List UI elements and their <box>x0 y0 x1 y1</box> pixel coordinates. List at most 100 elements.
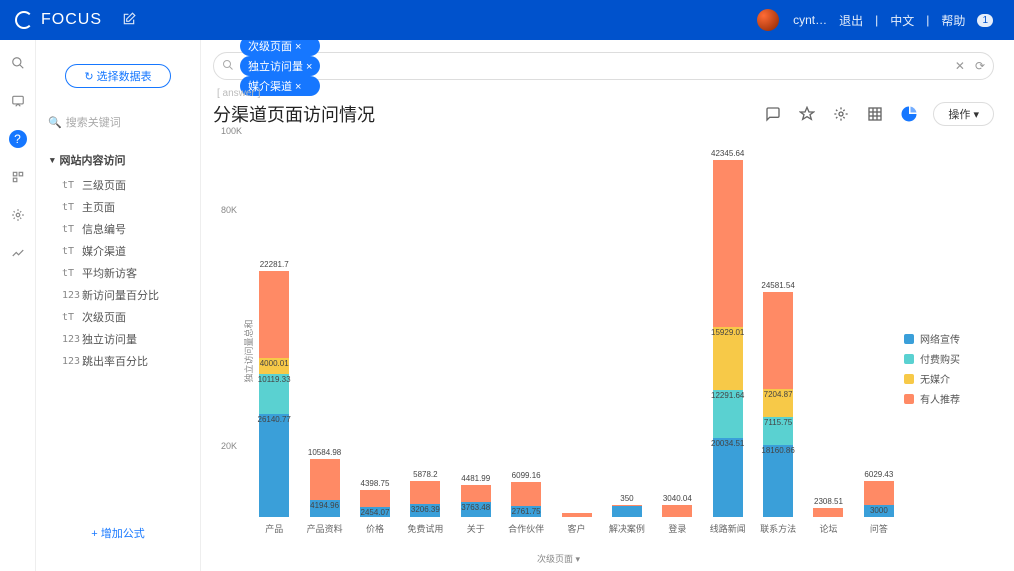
bar-segment[interactable]: 2761.75 <box>511 506 541 517</box>
avatar[interactable] <box>757 9 779 31</box>
add-formula-link[interactable]: + 增加公式 <box>91 525 144 541</box>
rail-help-icon[interactable]: ? <box>9 130 27 148</box>
logout-link[interactable]: 退出 <box>839 12 863 29</box>
bar-column[interactable]: 2454.074398.75价格 <box>350 141 400 535</box>
rail-search-icon[interactable] <box>9 54 27 72</box>
bar-segment[interactable]: 4481.99 <box>461 485 491 503</box>
bar-value-label: 6099.16 <box>512 471 541 480</box>
bar-segment[interactable]: 10119.33 <box>259 374 289 414</box>
x-category-label: 客户 <box>568 522 586 535</box>
tree-item[interactable]: tT主页面 <box>50 196 186 218</box>
tree-item[interactable]: tT三级页面 <box>50 174 186 196</box>
tree-item[interactable]: 123新访问量百分比 <box>50 284 186 306</box>
bar-value-label: 2761.75 <box>512 507 541 516</box>
bar-value-label: 22281.7 <box>260 260 289 269</box>
field-label: 独立访问量 <box>82 331 137 347</box>
bar-value-label: 7204.87 <box>764 390 793 399</box>
rail-chat-icon[interactable] <box>9 92 27 110</box>
bar-segment[interactable]: 6029.43 <box>864 481 894 505</box>
field-label: 平均新访客 <box>82 265 137 281</box>
bar-column[interactable]: 26140.7710119.334000.0122281.7产品 <box>249 141 299 535</box>
bar-column[interactable]: 350解决案例 <box>602 141 652 535</box>
legend-item[interactable]: 网络宣传 <box>904 331 994 346</box>
bar-segment[interactable]: 4000.01 <box>259 358 289 374</box>
field-label: 主页面 <box>82 199 115 215</box>
help-link[interactable]: 帮助 <box>941 12 965 29</box>
bar-segment[interactable]: 3000 <box>864 505 894 517</box>
tree-item[interactable]: 123跳出率百分比 <box>50 350 186 372</box>
rail-data-icon[interactable] <box>9 168 27 186</box>
tree-item[interactable]: tT信息编号 <box>50 218 186 240</box>
bar-value-label: 4481.99 <box>461 474 490 483</box>
bar-segment[interactable]: 350 <box>612 505 642 506</box>
x-category-label: 论坛 <box>819 522 837 535</box>
bar-segment[interactable]: 26140.77 <box>259 414 289 517</box>
rail-settings-icon[interactable] <box>9 206 27 224</box>
bar-column[interactable]: 2308.51 论坛 <box>803 141 853 535</box>
rail-trend-icon[interactable] <box>9 244 27 262</box>
bar-segment[interactable]: 3206.39 <box>410 504 440 517</box>
select-table-button[interactable]: ↻ 选择数据表 <box>65 64 170 88</box>
bar-segment[interactable]: 5878.2 <box>410 481 440 504</box>
comment-icon[interactable] <box>761 102 785 126</box>
x-axis-title[interactable]: 次级页面 ▾ <box>537 552 580 565</box>
bar-segment[interactable]: 20034.51 <box>713 438 743 517</box>
gear-icon[interactable] <box>829 102 853 126</box>
bar-segment[interactable]: 3040.04 <box>662 505 692 517</box>
bar-column[interactable]: 3206.395878.2免费试用 <box>400 141 450 535</box>
bar-column[interactable]: 2761.756099.16合作伙伴 <box>501 141 551 535</box>
bar-segment[interactable]: 6099.16 <box>511 482 541 506</box>
bar-segment[interactable]: 10584.98 <box>310 459 340 501</box>
bar-segment[interactable]: 7204.87 <box>763 389 793 417</box>
tree-item[interactable]: tT媒介渠道 <box>50 240 186 262</box>
lang-switch[interactable]: 中文 <box>890 12 914 29</box>
legend-item[interactable]: 付费购买 <box>904 351 994 366</box>
bar-value-label: 3206.39 <box>411 505 440 514</box>
bar-segment[interactable]: 4194.96 <box>310 500 340 517</box>
bar-segment[interactable]: 12291.64 <box>713 390 743 438</box>
clear-query-icon[interactable]: ✕ <box>955 59 965 73</box>
legend-swatch <box>904 334 914 344</box>
tree-group-head[interactable]: 网站内容访问 <box>50 152 186 168</box>
pin-icon[interactable] <box>795 102 819 126</box>
action-button[interactable]: 操作 ▾ <box>933 102 994 126</box>
query-bar[interactable]: 次级页面 ×独立访问量 ×媒介渠道 × ✕ ⟳ <box>213 52 994 80</box>
query-chip[interactable]: 独立访问量 × <box>240 56 320 76</box>
tree-item[interactable]: 123独立访问量 <box>50 328 186 350</box>
bar-column[interactable]: 客户 <box>551 141 601 535</box>
tree-item[interactable]: tT平均新访客 <box>50 262 186 284</box>
username[interactable]: cynt… <box>793 13 827 27</box>
bar-segment[interactable]: 2454.07 <box>360 507 390 517</box>
brand-logo[interactable]: FOCUS <box>15 11 102 29</box>
bar-value-label: 350 <box>620 494 633 503</box>
tree-item[interactable]: tT次级页面 <box>50 306 186 328</box>
refresh-icon[interactable]: ⟳ <box>975 59 985 73</box>
bar-column[interactable]: 3040.04登录 <box>652 141 702 535</box>
chart-type-icon[interactable] <box>897 102 921 126</box>
bar-segment[interactable]: 24581.54 <box>763 292 793 389</box>
bar-segment[interactable]: 22281.7 <box>259 271 289 359</box>
bar-segment[interactable]: 3763.48 <box>461 502 491 517</box>
query-chip[interactable]: 次级页面 × <box>240 40 320 56</box>
bar-segment[interactable]: 15929.01 <box>713 327 743 390</box>
bar-column[interactable]: 20034.5112291.6415929.0142345.64线路新闻 <box>703 141 753 535</box>
bar-segment[interactable]: 4398.75 <box>360 490 390 507</box>
bar-segment[interactable]: 7115.75 <box>763 417 793 445</box>
nav-rail: ? <box>0 40 36 571</box>
legend-swatch <box>904 394 914 404</box>
x-category-label: 联系方法 <box>760 522 796 535</box>
bar-segment[interactable]: 18160.86 <box>763 445 793 517</box>
legend-item[interactable]: 无媒介 <box>904 371 994 386</box>
bar-column[interactable]: 30006029.43问答 <box>854 141 904 535</box>
bar-segment[interactable] <box>562 513 592 517</box>
bar-column[interactable]: 18160.867115.75 7204.8724581.54 联系方法 <box>753 141 803 535</box>
bar-column[interactable]: 3763.484481.99关于 <box>451 141 501 535</box>
table-icon[interactable] <box>863 102 887 126</box>
legend-item[interactable]: 有人推荐 <box>904 391 994 406</box>
bar-segment[interactable]: 42345.64 <box>713 160 743 327</box>
bar-segment[interactable]: 2308.51 <box>813 508 843 517</box>
sidebar-search[interactable]: 🔍 搜索关键词 <box>48 114 188 130</box>
bar-segment[interactable] <box>612 506 642 517</box>
bar-column[interactable]: 4194.9610584.98产品资料 <box>299 141 349 535</box>
edit-icon[interactable] <box>122 12 136 29</box>
